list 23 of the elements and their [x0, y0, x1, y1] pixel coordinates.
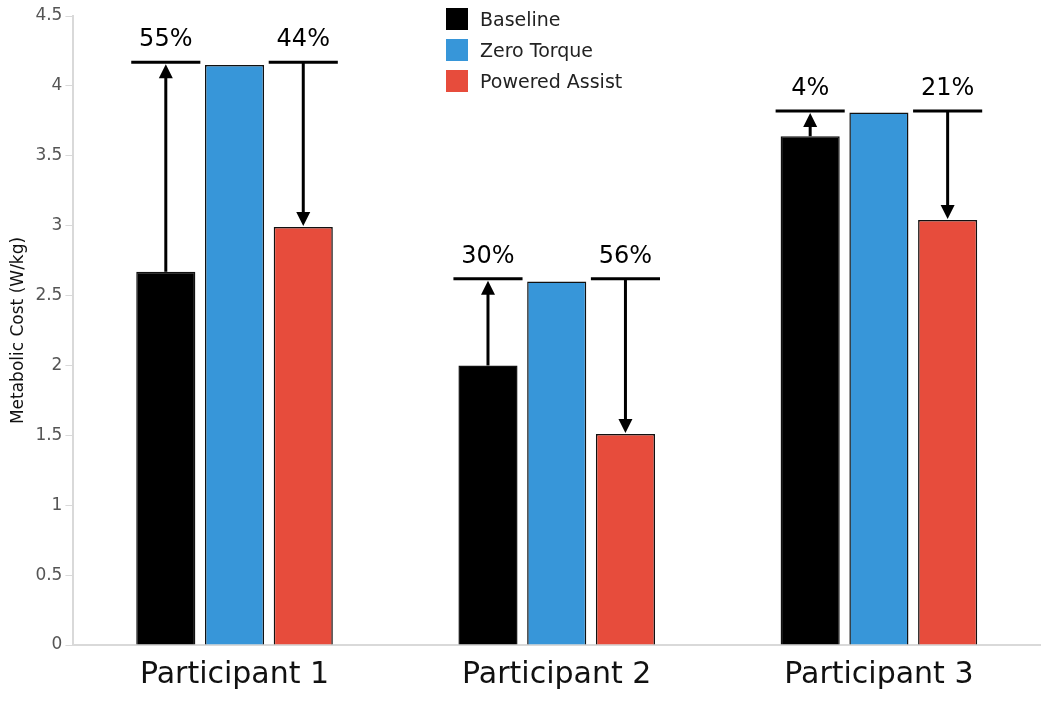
x-tick-label: Participant 1	[139, 654, 330, 690]
legend-label: Baseline	[480, 7, 561, 30]
y-tick-label: 4.5	[35, 4, 63, 25]
y-tick-label: 2.5	[35, 283, 63, 304]
y-tick-label: 0.5	[35, 563, 63, 584]
annotation: 4%	[791, 73, 830, 102]
y-tick-label: 3.5	[35, 144, 63, 165]
annotation: 30%	[461, 241, 515, 270]
y-tick-label: 4	[51, 74, 63, 95]
annotation: 21%	[920, 73, 975, 102]
x-tick-label: Participant 3	[784, 654, 974, 690]
legend-label: Powered Assist	[480, 69, 623, 92]
y-tick-label: 1.5	[35, 423, 63, 444]
x-tick-label: Participant 2	[462, 654, 652, 690]
legend-label: Zero Torque	[480, 38, 594, 61]
y-tick-label: 3	[51, 214, 63, 235]
annotation: 44%	[276, 24, 330, 53]
y-tick-label: 2	[51, 353, 63, 374]
annotation: 56%	[598, 241, 653, 270]
y-axis-title: Metabolic Cost (W/kg)	[6, 236, 27, 425]
y-tick-label: 0	[51, 633, 63, 654]
y-tick-label: 1	[51, 493, 63, 514]
annotation: 55%	[139, 24, 193, 53]
